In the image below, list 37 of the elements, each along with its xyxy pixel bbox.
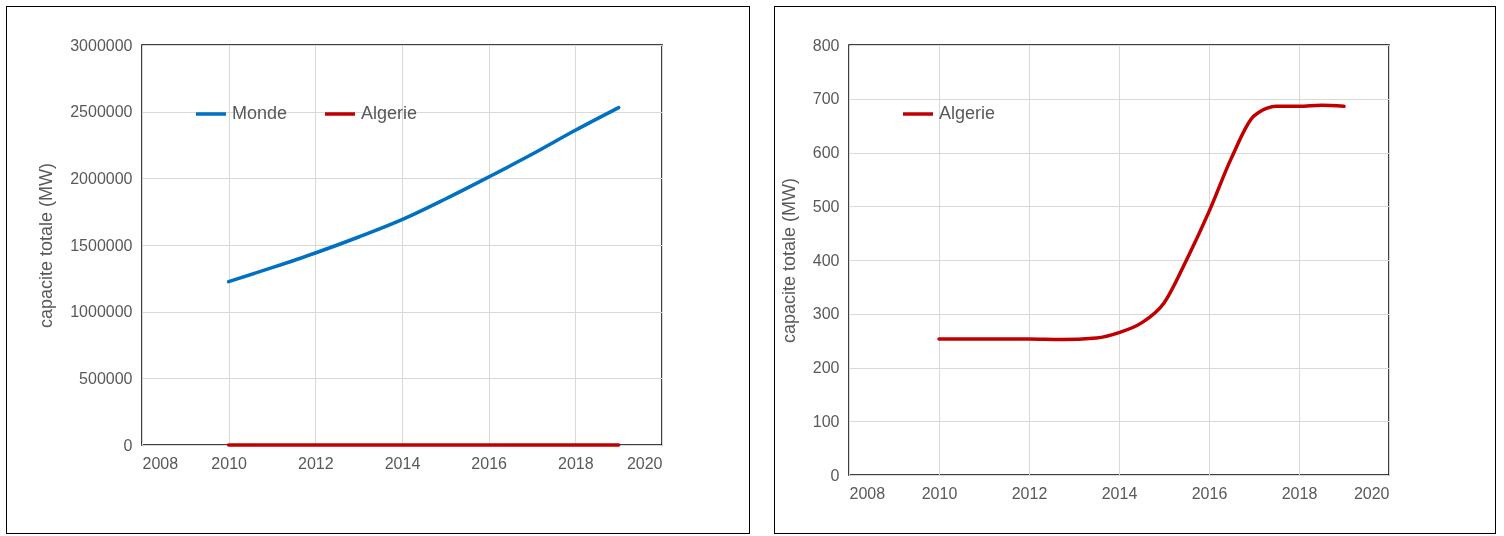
x-tick-label: 2010 — [921, 484, 958, 502]
x-tick-label: 2012 — [1011, 484, 1048, 502]
y-tick-label: 100 — [812, 412, 840, 430]
y-axis-title: capacite totale (MW) — [36, 162, 57, 329]
y-tick-label: 1000000 — [70, 303, 133, 321]
x-tick-label: 2010 — [211, 454, 248, 472]
x-tick-label: 2014 — [384, 454, 421, 472]
y-axis-title: capacite totale (MW) — [778, 177, 799, 344]
x-tick-label: 2016 — [471, 454, 508, 472]
y-tick-label: 800 — [812, 36, 840, 54]
y-tick-label: 0 — [123, 436, 133, 454]
y-tick-label: 2500000 — [70, 103, 133, 121]
line-series — [226, 105, 621, 284]
x-tick-label: 2018 — [1281, 484, 1318, 502]
x-tick-label: 2012 — [298, 454, 334, 472]
line-series — [937, 103, 1346, 342]
x-tick-label: 2020 — [626, 454, 663, 472]
x-tick-label: 2020 — [1353, 484, 1390, 502]
y-tick-label: 0 — [830, 466, 840, 484]
y-tick-label: 700 — [812, 90, 840, 108]
x-tick-label: 2008 — [142, 454, 179, 472]
y-tick-label: 500000 — [79, 369, 133, 387]
y-tick-label: 2000000 — [70, 169, 133, 187]
legend-label: Algerie — [361, 103, 418, 123]
y-tick-label: 300 — [812, 305, 840, 323]
y-tick-label: 400 — [812, 251, 840, 269]
y-tick-label: 200 — [812, 359, 840, 376]
x-tick-label: 2018 — [558, 454, 594, 472]
legend-label: Monde — [232, 103, 288, 123]
x-tick-label: 2014 — [1101, 484, 1138, 502]
legend-label: Algerie — [939, 103, 996, 123]
y-tick-label: 1500000 — [70, 236, 133, 254]
y-tick-label: 600 — [812, 144, 840, 161]
y-tick-label: 500 — [812, 197, 840, 215]
x-tick-label: 2008 — [849, 484, 886, 502]
x-tick-label: 2016 — [1191, 484, 1228, 502]
y-tick-label: 3000000 — [70, 36, 133, 54]
